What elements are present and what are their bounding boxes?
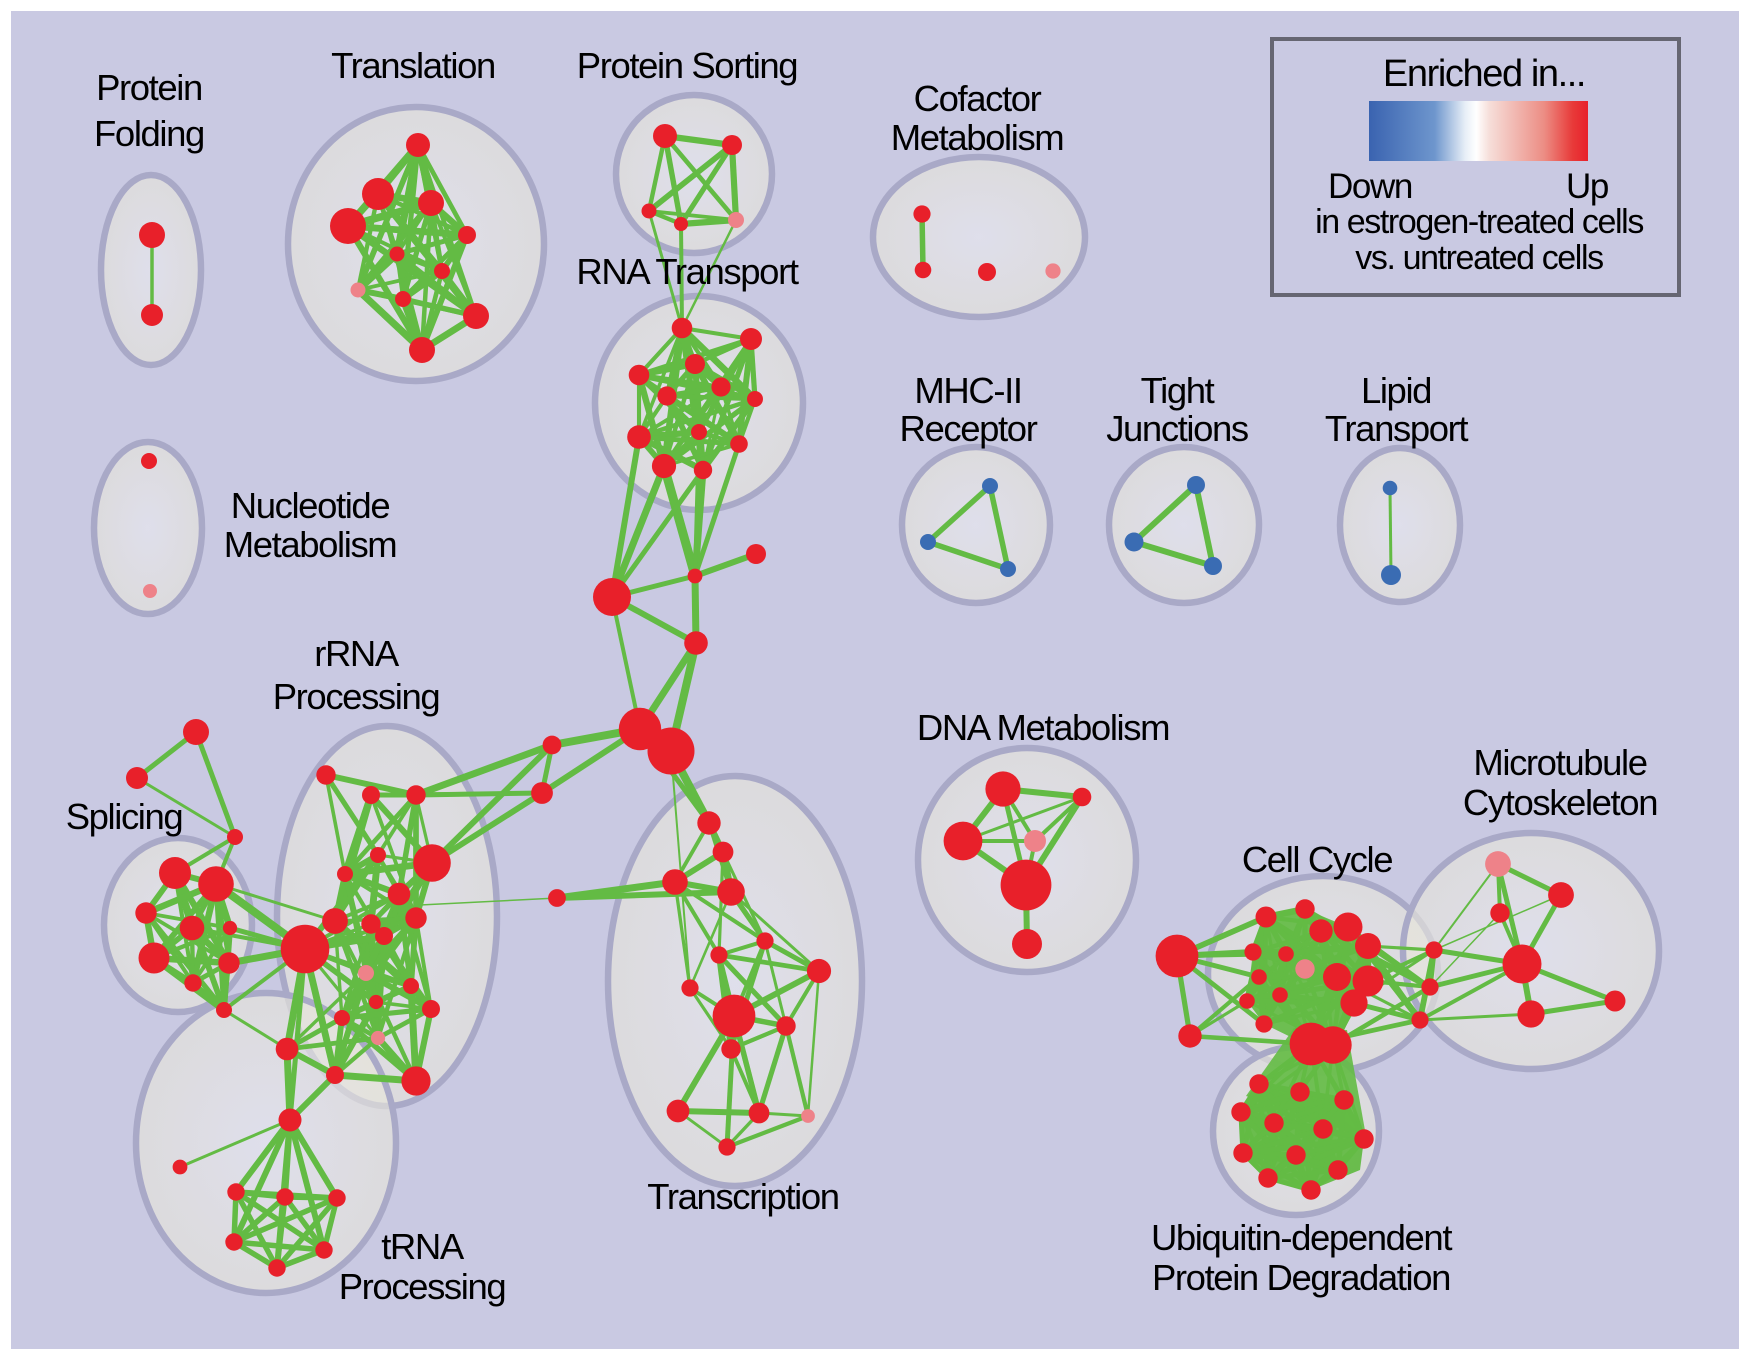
svg-text:Translation: Translation — [331, 45, 495, 86]
svg-text:Junctions: Junctions — [1106, 408, 1248, 449]
svg-text:Microtubule: Microtubule — [1473, 742, 1646, 783]
svg-text:rRNA: rRNA — [314, 633, 400, 674]
svg-text:Ubiquitin-dependent: Ubiquitin-dependent — [1151, 1217, 1452, 1258]
svg-text:Processing: Processing — [273, 676, 440, 717]
svg-text:Down: Down — [1328, 167, 1412, 206]
svg-text:Cytoskeleton: Cytoskeleton — [1463, 782, 1657, 823]
svg-text:Folding: Folding — [94, 113, 204, 154]
svg-text:Splicing: Splicing — [66, 796, 183, 837]
svg-text:Processing: Processing — [339, 1266, 506, 1307]
svg-text:Metabolism: Metabolism — [224, 524, 397, 565]
svg-text:Cell Cycle: Cell Cycle — [1242, 839, 1392, 880]
svg-text:Lipid: Lipid — [1361, 370, 1431, 411]
svg-text:Protein: Protein — [96, 67, 202, 108]
svg-text:Nucleotide: Nucleotide — [231, 485, 390, 526]
svg-text:Metabolism: Metabolism — [891, 117, 1064, 158]
svg-text:tRNA: tRNA — [381, 1226, 465, 1267]
svg-text:Transport: Transport — [1325, 408, 1468, 449]
svg-text:Up: Up — [1566, 167, 1608, 206]
svg-text:Protein Sorting: Protein Sorting — [577, 45, 797, 86]
svg-text:Transcription: Transcription — [647, 1176, 838, 1217]
svg-text:Tight: Tight — [1141, 370, 1215, 411]
svg-text:RNA Transport: RNA Transport — [576, 251, 798, 292]
svg-text:vs. untreated cells: vs. untreated cells — [1355, 239, 1603, 277]
svg-text:in estrogen-treated cells: in estrogen-treated cells — [1315, 203, 1643, 241]
svg-text:Protein Degradation: Protein Degradation — [1152, 1257, 1450, 1298]
svg-text:Enriched in...: Enriched in... — [1383, 53, 1585, 95]
svg-text:Receptor: Receptor — [900, 408, 1038, 449]
svg-text:DNA Metabolism: DNA Metabolism — [917, 707, 1169, 748]
svg-text:Cofactor: Cofactor — [914, 78, 1042, 119]
svg-text:MHC-II: MHC-II — [914, 370, 1021, 411]
